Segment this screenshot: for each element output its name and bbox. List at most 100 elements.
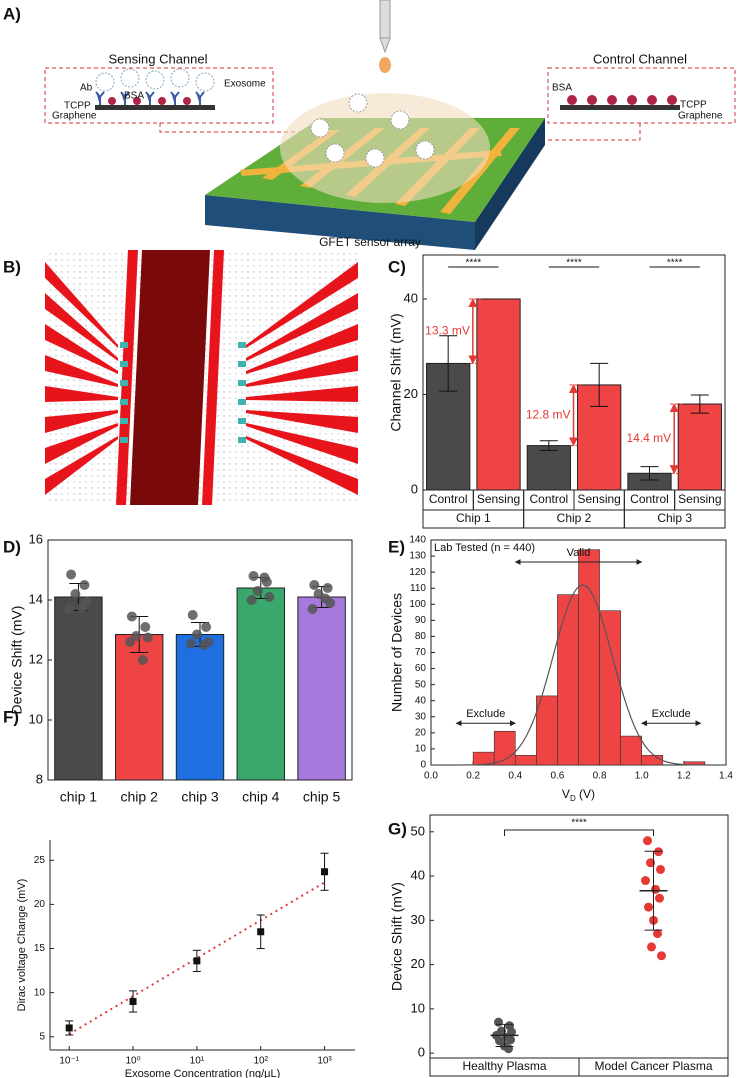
- data-point: [125, 637, 136, 647]
- x-tick-label: 10²: [253, 1056, 268, 1067]
- panel-label: F): [3, 707, 19, 726]
- data-point: [320, 593, 331, 604]
- y-tick-label: 10: [415, 744, 427, 755]
- x-tick-label: chip 4: [242, 789, 280, 805]
- y-axis-label: Number of Devices: [389, 593, 405, 712]
- y-tick-label: 30: [415, 711, 427, 722]
- exosomes: [310, 93, 435, 168]
- y-tick-label: 40: [404, 290, 418, 305]
- data-point: [651, 884, 660, 894]
- data-point: [66, 569, 77, 580]
- x-tick-label: chip 5: [303, 789, 341, 805]
- bar: [175, 634, 225, 781]
- fit-curve: [431, 584, 726, 766]
- drop: [379, 57, 391, 73]
- data-point: [77, 602, 88, 613]
- data-point: [309, 580, 320, 590]
- y-tick-label: 12: [29, 651, 43, 666]
- data-point: [193, 957, 201, 965]
- range-label: Valid: [567, 547, 591, 559]
- x-axis-label: VD (V): [562, 787, 595, 803]
- y-tick-label: 20: [411, 956, 425, 971]
- data-point: [246, 595, 257, 605]
- data-point: [257, 928, 265, 936]
- data-point: [259, 572, 270, 583]
- x-tick-label: 1.2: [677, 771, 691, 782]
- y-tick-label: 80: [415, 631, 427, 642]
- finger: [246, 410, 358, 433]
- data-point: [644, 902, 653, 912]
- sensing-box: [44, 67, 274, 124]
- x-tick-label: 10³: [317, 1056, 332, 1067]
- histogram-bar: [578, 549, 600, 766]
- control-box: [547, 67, 736, 124]
- droplet: [280, 93, 490, 203]
- data-point: [646, 858, 655, 868]
- panel-b: B): [3, 250, 358, 505]
- data-point: [504, 1044, 513, 1054]
- finger: [246, 324, 358, 374]
- x-tick-label: Sensing: [577, 492, 620, 506]
- bar: [236, 587, 286, 781]
- data-point: [647, 942, 656, 952]
- data-point: [137, 655, 148, 665]
- channel: [130, 250, 210, 505]
- plot-frame: [429, 814, 729, 1059]
- y-axis-label: Dirac voltage Change (mV): [16, 879, 28, 1012]
- y-tick-label: 16: [29, 531, 43, 546]
- y-tick-label: 0: [411, 481, 418, 496]
- data-point: [264, 592, 275, 602]
- pipette: [379, 0, 391, 39]
- data-point: [198, 640, 209, 650]
- antibodies: [95, 91, 205, 105]
- x-axis-label-main: V: [562, 787, 570, 801]
- y-tick-label: 130: [409, 551, 426, 562]
- finger: [246, 423, 358, 464]
- x-tick-label: Sensing: [477, 492, 520, 506]
- contact: [238, 418, 246, 424]
- y-tick-label: 20: [415, 727, 427, 738]
- data-point: [248, 571, 259, 581]
- significance: ****: [667, 258, 683, 269]
- contact: [120, 418, 128, 424]
- y-tick-label: 0: [418, 1045, 425, 1060]
- data-point: [641, 876, 650, 886]
- y-tick-label: 15: [34, 943, 46, 954]
- y-tick-label: 90: [415, 615, 427, 626]
- range-label: Exclude: [652, 708, 691, 720]
- label: TCPP: [64, 101, 91, 112]
- y-axis-label: Channel Shift (mV): [388, 313, 404, 431]
- panel-label: D): [3, 537, 21, 556]
- connector: [159, 123, 345, 133]
- label: TCPP: [680, 100, 707, 111]
- strip: [202, 250, 224, 505]
- data-point: [131, 631, 142, 641]
- contact: [238, 380, 246, 386]
- data-point: [321, 868, 329, 876]
- box-title: Sensing Channel: [108, 51, 207, 66]
- data-point: [307, 604, 318, 614]
- y-tick-label: 8: [36, 771, 43, 786]
- annotation: 12.8 mV: [526, 407, 571, 421]
- y-tick-label: 5: [39, 1031, 45, 1042]
- data-point: [494, 1017, 503, 1027]
- y-tick-label: 70: [415, 647, 427, 658]
- contact: [238, 399, 246, 405]
- contact: [120, 342, 128, 348]
- annotation: 14.4 mV: [626, 431, 671, 445]
- y-tick-label: 10: [34, 987, 46, 998]
- y-tick-label: 110: [410, 583, 426, 594]
- group-cell: [623, 509, 726, 529]
- significance: ****: [466, 258, 482, 269]
- bar: [54, 596, 103, 781]
- note: Lab Tested (n = 440): [434, 542, 535, 554]
- x-tick-label: 10⁻¹: [59, 1056, 79, 1067]
- bar: [526, 445, 571, 491]
- finger: [246, 436, 358, 495]
- y-tick-label: 60: [415, 663, 427, 674]
- data-point: [252, 586, 263, 596]
- x-tick-label: 0.2: [466, 771, 480, 782]
- y-tick-label: 25: [34, 855, 46, 866]
- histogram-bar: [514, 755, 537, 766]
- histogram-bar: [620, 735, 643, 766]
